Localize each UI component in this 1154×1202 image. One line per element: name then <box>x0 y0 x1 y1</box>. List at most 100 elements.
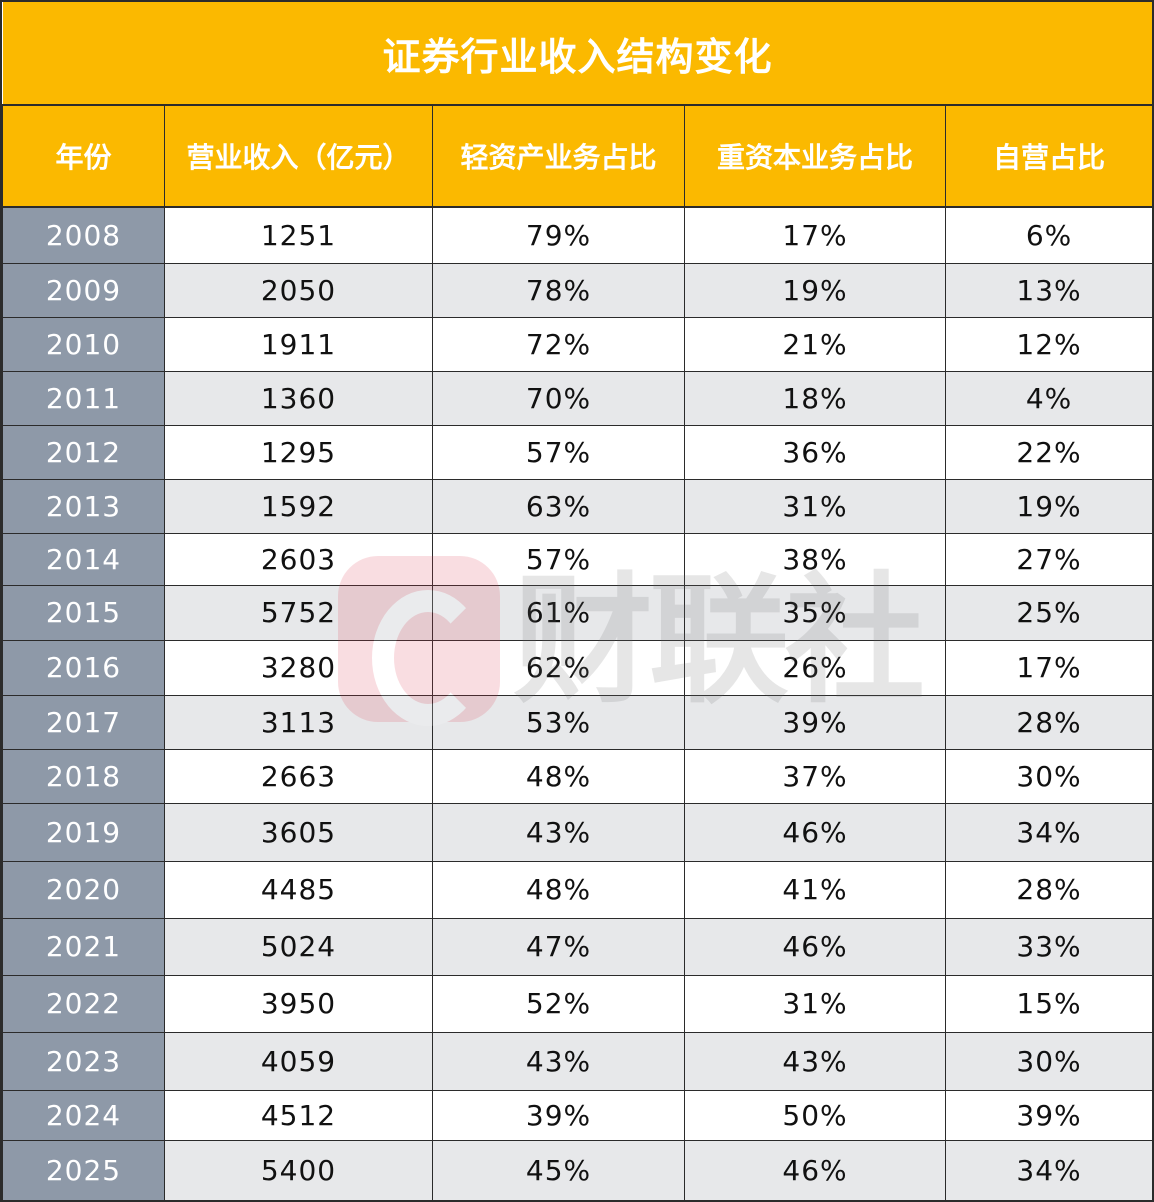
heavy-capital-share-cell: 35% <box>684 584 946 641</box>
proprietary-share-cell: 30% <box>944 748 1152 804</box>
heavy-capital-share-cell: 37% <box>684 748 946 804</box>
proprietary-share-cell: 22% <box>944 424 1152 480</box>
year-cell: 2014 <box>2 532 165 586</box>
table-row: 2008 1251 79% 17% 6% <box>2 206 1152 264</box>
proprietary-share-cell: 12% <box>944 316 1152 372</box>
table-row: 2022 3950 52% 31% 15% <box>2 974 1152 1033</box>
revenue-cell: 2603 <box>164 532 433 586</box>
revenue-cell: 5024 <box>164 917 433 976</box>
light-asset-share-cell: 63% <box>432 478 685 534</box>
revenue-cell: 1360 <box>164 370 433 426</box>
header-light-asset-share: 轻资产业务占比 <box>432 104 685 208</box>
title-row: 证券行业收入结构变化 <box>2 2 1152 106</box>
proprietary-share-cell: 27% <box>944 532 1152 586</box>
heavy-capital-share-cell: 50% <box>684 1089 946 1141</box>
revenue-cell: 3280 <box>164 639 433 696</box>
year-cell: 2016 <box>2 639 165 696</box>
table-body: 2008 1251 79% 17% 6% 2009 2050 78% 19% 13% 2010 191… <box>2 206 1152 1200</box>
proprietary-share-cell: 30% <box>944 1031 1152 1091</box>
light-asset-share-cell: 39% <box>432 1089 685 1141</box>
year-cell: 2015 <box>2 584 165 641</box>
heavy-capital-share-cell: 46% <box>684 802 946 862</box>
table-row: 2019 3605 43% 46% 34% <box>2 802 1152 862</box>
year-cell: 2018 <box>2 748 165 804</box>
heavy-capital-share-cell: 31% <box>684 974 946 1033</box>
proprietary-share-cell: 15% <box>944 974 1152 1033</box>
revenue-cell: 4485 <box>164 860 433 919</box>
table-title: 证券行业收入结构变化 <box>2 2 1152 106</box>
proprietary-share-cell: 6% <box>944 206 1152 264</box>
light-asset-share-cell: 53% <box>432 694 685 750</box>
header-heavy-capital-share: 重资本业务占比 <box>684 104 946 208</box>
heavy-capital-share-cell: 26% <box>684 639 946 696</box>
heavy-capital-share-cell: 17% <box>684 206 946 264</box>
year-cell: 2011 <box>2 370 165 426</box>
light-asset-share-cell: 79% <box>432 206 685 264</box>
table-row: 2020 4485 48% 41% 28% <box>2 860 1152 919</box>
year-cell: 2021 <box>2 917 165 976</box>
table-row: 2021 5024 47% 46% 33% <box>2 917 1152 976</box>
proprietary-share-cell: 34% <box>944 1139 1152 1200</box>
revenue-cell: 5752 <box>164 584 433 641</box>
proprietary-share-cell: 33% <box>944 917 1152 976</box>
year-cell: 2019 <box>2 802 165 862</box>
heavy-capital-share-cell: 43% <box>684 1031 946 1091</box>
light-asset-share-cell: 48% <box>432 860 685 919</box>
year-cell: 2013 <box>2 478 165 534</box>
revenue-cell: 3113 <box>164 694 433 750</box>
revenue-cell: 2050 <box>164 262 433 318</box>
year-cell: 2017 <box>2 694 165 750</box>
table-row: 2009 2050 78% 19% 13% <box>2 262 1152 318</box>
table-row: 2023 4059 43% 43% 30% <box>2 1031 1152 1091</box>
proprietary-share-cell: 34% <box>944 802 1152 862</box>
header-proprietary-share: 自营占比 <box>944 104 1152 208</box>
revenue-cell: 1251 <box>164 206 433 264</box>
year-cell: 2012 <box>2 424 165 480</box>
heavy-capital-share-cell: 38% <box>684 532 946 586</box>
revenue-cell: 3605 <box>164 802 433 862</box>
revenue-cell: 2663 <box>164 748 433 804</box>
light-asset-share-cell: 72% <box>432 316 685 372</box>
year-cell: 2023 <box>2 1031 165 1091</box>
heavy-capital-share-cell: 18% <box>684 370 946 426</box>
light-asset-share-cell: 52% <box>432 974 685 1033</box>
heavy-capital-share-cell: 36% <box>684 424 946 480</box>
revenue-cell: 5400 <box>164 1139 433 1200</box>
table-row: 2013 1592 63% 31% 19% <box>2 478 1152 534</box>
revenue-cell: 4059 <box>164 1031 433 1091</box>
table-row: 2014 2603 57% 38% 27% <box>2 532 1152 586</box>
year-cell: 2022 <box>2 974 165 1033</box>
header-row: 年份 营业收入（亿元） 轻资产业务占比 重资本业务占比 自营占比 <box>2 104 1152 208</box>
light-asset-share-cell: 45% <box>432 1139 685 1200</box>
year-cell: 2025 <box>2 1139 165 1200</box>
light-asset-share-cell: 48% <box>432 748 685 804</box>
table-row: 2015 5752 61% 35% 25% <box>2 584 1152 641</box>
heavy-capital-share-cell: 41% <box>684 860 946 919</box>
proprietary-share-cell: 13% <box>944 262 1152 318</box>
revenue-cell: 1592 <box>164 478 433 534</box>
revenue-cell: 1911 <box>164 316 433 372</box>
light-asset-share-cell: 43% <box>432 1031 685 1091</box>
light-asset-share-cell: 57% <box>432 532 685 586</box>
revenue-cell: 1295 <box>164 424 433 480</box>
header-year: 年份 <box>2 104 165 208</box>
header-revenue: 营业收入（亿元） <box>164 104 433 208</box>
revenue-cell: 4512 <box>164 1089 433 1141</box>
light-asset-share-cell: 61% <box>432 584 685 641</box>
proprietary-share-cell: 17% <box>944 639 1152 696</box>
heavy-capital-share-cell: 31% <box>684 478 946 534</box>
heavy-capital-share-cell: 46% <box>684 917 946 976</box>
proprietary-share-cell: 39% <box>944 1089 1152 1141</box>
year-cell: 2010 <box>2 316 165 372</box>
heavy-capital-share-cell: 46% <box>684 1139 946 1200</box>
table-row: 2025 5400 45% 46% 34% <box>2 1139 1152 1200</box>
table-row: 2024 4512 39% 50% 39% <box>2 1089 1152 1141</box>
light-asset-share-cell: 62% <box>432 639 685 696</box>
year-cell: 2020 <box>2 860 165 919</box>
proprietary-share-cell: 25% <box>944 584 1152 641</box>
light-asset-share-cell: 78% <box>432 262 685 318</box>
light-asset-share-cell: 43% <box>432 802 685 862</box>
heavy-capital-share-cell: 21% <box>684 316 946 372</box>
